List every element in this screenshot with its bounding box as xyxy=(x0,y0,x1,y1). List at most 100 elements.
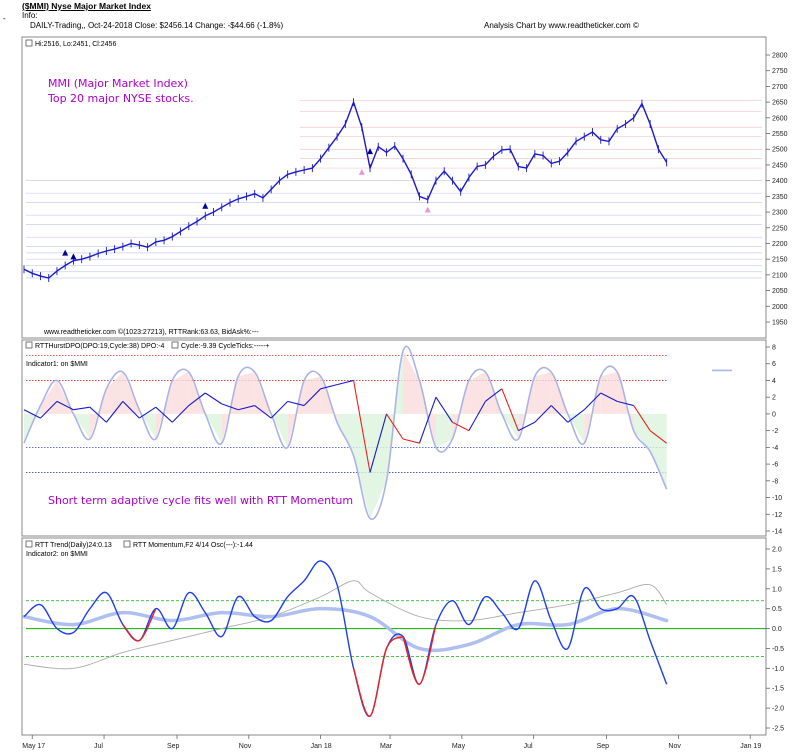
cycle-positive-fill xyxy=(188,372,206,414)
cycle-positive-fill xyxy=(40,380,57,414)
indicator2-legend: RTT Trend(Daily)24:0.13 RTT Momentum,F2 … xyxy=(25,540,253,558)
cycle-negative-fill xyxy=(370,413,387,519)
analysis-credit: Analysis Chart by www.readtheticker.com … xyxy=(484,21,639,30)
x-axis-label: Jul xyxy=(524,743,533,750)
dpo-segment xyxy=(336,379,354,386)
indicator2-ytick-label: -0.5 xyxy=(772,646,784,653)
cycle-negative-fill xyxy=(650,413,667,490)
rtt-momentum-line xyxy=(23,560,668,717)
cycle-series-line xyxy=(23,345,668,520)
cycle-positive-fill xyxy=(304,376,321,414)
indicator1-ytick-label: 0 xyxy=(772,411,776,418)
price-signal-triangle xyxy=(358,168,365,175)
indicator1-subtitle: Indicator1: on $MMI xyxy=(26,361,88,368)
indicator1-ytick-label: 2 xyxy=(772,395,776,402)
dpo-segment xyxy=(649,430,667,444)
dpo-segment xyxy=(73,406,90,411)
dpo-segment xyxy=(353,380,371,473)
price-ytick-label: 2500 xyxy=(772,147,788,154)
indicator1-ytick-label: 6 xyxy=(772,361,776,368)
dpo-segment xyxy=(204,392,223,405)
price-annotation-line2: Top 20 major NYSE stocks. xyxy=(47,92,194,105)
price-buy-triangle xyxy=(367,148,374,155)
dpo-segment xyxy=(23,409,41,419)
price-ytick-label: 2100 xyxy=(772,272,788,279)
indicator1-ytick-label: -4 xyxy=(772,445,778,452)
info-label: Info: xyxy=(22,11,38,20)
cycle-negative-fill xyxy=(73,413,90,439)
chart-marks xyxy=(22,98,732,717)
rtt-momentum-red-segment xyxy=(122,608,157,642)
dpo-segment xyxy=(238,405,255,411)
dpo-segment xyxy=(452,421,470,432)
rtt-momentum-red-segment xyxy=(402,624,437,685)
dpo-segment xyxy=(171,405,190,423)
dpo-segment xyxy=(402,438,420,444)
indicator1-ytick-label: -14 xyxy=(772,529,782,536)
cycle-positive-fill xyxy=(122,372,140,414)
indicator1-ytick-label: -12 xyxy=(772,512,782,519)
indicator1-legend-cycle: Cycle:-9.39 CycleTicks:-----+ xyxy=(181,343,270,350)
dpo-segment xyxy=(583,392,602,411)
indicator1-ytick-label: -6 xyxy=(772,462,778,469)
cycle-negative-fill xyxy=(353,413,371,519)
cycle-positive-fill xyxy=(534,372,552,414)
price-ytick-label: 2400 xyxy=(772,178,788,185)
price-stats: DAILY-Trading,, Oct-24-2018 Close: $2456… xyxy=(30,21,284,30)
dpo-segment xyxy=(369,413,388,473)
cycle-negative-fill xyxy=(205,413,222,444)
price-ytick-label: 2650 xyxy=(772,100,788,107)
dpo-segment xyxy=(221,403,239,411)
price-ytick-label: 2200 xyxy=(772,241,788,248)
dpo-segment xyxy=(105,401,124,423)
dpo-segment xyxy=(435,396,453,423)
dpo-segment xyxy=(386,413,404,440)
chart-title: ($MMI) Nyse Major Market Index xyxy=(22,1,151,11)
dpo-segment xyxy=(418,396,437,444)
price-ytick-label: 2800 xyxy=(772,53,788,60)
dpo-segment xyxy=(518,421,536,432)
indicator2-legend-momentum: RTT Momentum,F2 4/14 Osc(---):-1.44 xyxy=(133,542,253,549)
indicator1-legend-dpo: RTTHurstDPO(DPO:19,Cycle:38) DPO:-4 xyxy=(35,343,165,350)
dpo-segment xyxy=(600,392,618,402)
price-ytick-label: 2250 xyxy=(772,225,788,232)
indicator2-panel-frame xyxy=(21,537,767,736)
indicator1-ytick-label: -10 xyxy=(772,495,782,502)
dpo-segment xyxy=(139,406,157,419)
price-buy-triangle xyxy=(70,253,77,260)
dpo-segment xyxy=(89,406,107,423)
indicator2-ytick-label: -1.5 xyxy=(772,686,784,693)
dpo-segment xyxy=(155,406,173,423)
cycle-positive-fill xyxy=(468,372,486,414)
indicator2-subtitle: Indicator2: on $MMI xyxy=(26,551,88,558)
price-ytick-label: 2150 xyxy=(772,257,788,264)
dpo-segment xyxy=(501,388,519,431)
dpo-segment xyxy=(270,400,289,419)
cycle-positive-fill xyxy=(551,372,568,414)
x-axis-label: May xyxy=(452,743,466,750)
dpo-segment xyxy=(303,388,321,406)
dpo-segment xyxy=(617,400,634,407)
price-buy-triangle xyxy=(62,249,69,256)
indicator2-ytick-label: -2.0 xyxy=(772,706,784,713)
x-axis-label: Sep xyxy=(597,743,610,750)
indicator2-ytick-label: -2.5 xyxy=(772,726,784,733)
x-axis-label: May 17 xyxy=(22,743,45,750)
price-ytick-label: 2000 xyxy=(772,304,788,311)
cycle-positive-fill xyxy=(238,372,255,414)
rtt-momentum-red-segment xyxy=(352,635,404,717)
indicator2-ytick-label: 2.0 xyxy=(772,547,782,554)
x-axis-label: Jan 19 xyxy=(740,743,761,750)
grid-lines xyxy=(26,100,766,657)
indicator1-legend: RTTHurstDPO(DPO:19,Cycle:38) DPO:-4 Cycl… xyxy=(25,341,270,368)
price-legend-text: Hi:2516, Lo:2451, Cl:2456 xyxy=(35,41,116,48)
dpo-segment xyxy=(188,392,206,406)
dpo-segment xyxy=(534,405,552,423)
cycle-negative-fill xyxy=(633,413,651,452)
x-axis-label: Mar xyxy=(380,743,393,750)
info-tick: - xyxy=(3,14,6,23)
cycle-negative-fill xyxy=(567,413,585,444)
trend-gray-line xyxy=(23,580,668,670)
dpo-segment xyxy=(567,409,585,423)
x-axis-label: Nov xyxy=(668,743,681,750)
